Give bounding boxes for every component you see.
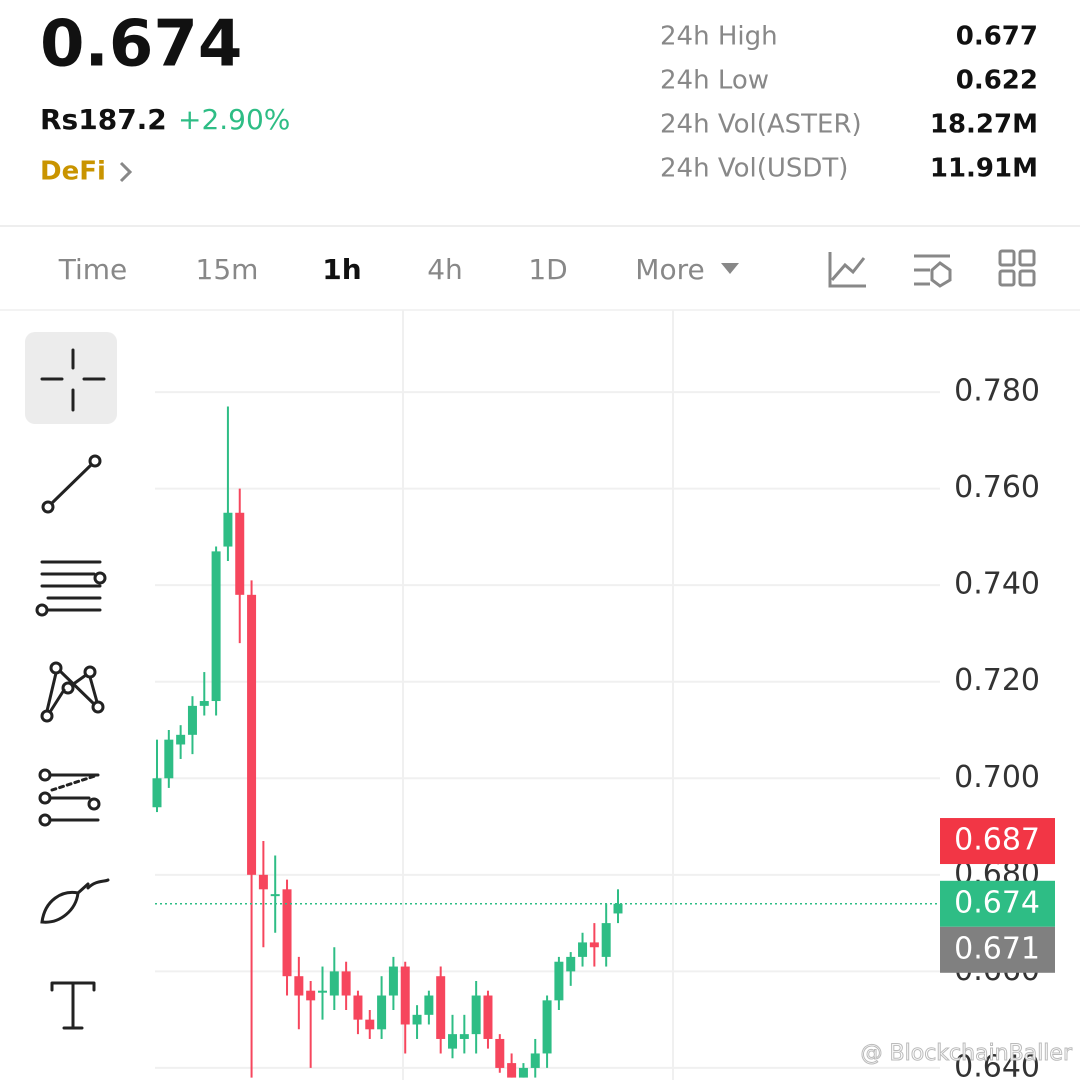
candle-body (152, 778, 162, 808)
tag[interactable]: DeFi (40, 157, 106, 187)
candle-body (282, 889, 292, 977)
candle-body (353, 995, 363, 1020)
tab[interactable]: 1h (322, 253, 361, 286)
candle-body (199, 701, 209, 706)
price-tag (940, 880, 1055, 927)
stat-value: 11.91M (930, 154, 1038, 184)
price-tag-label: 0.671 (954, 931, 1040, 966)
candle-body (578, 942, 588, 957)
candle-body (400, 966, 410, 1025)
candle-body (164, 739, 174, 779)
y-tick-label: 0.760 (954, 470, 1040, 505)
candle-body (566, 956, 576, 972)
candle-body (448, 1034, 458, 1049)
candle-body (341, 971, 351, 996)
fiat-price: Rs187.2 (40, 103, 167, 136)
price-tag-label: 0.674 (954, 885, 1040, 920)
candle-body (471, 995, 481, 1035)
price-tag (940, 818, 1055, 865)
y-tick-label: 0.720 (954, 663, 1040, 698)
candle-body (317, 990, 327, 993)
candle-body (187, 705, 197, 735)
tabs: Time 15m 1h 4h 1D More (58, 253, 705, 286)
candle-body (235, 512, 245, 595)
candle-body (412, 1014, 422, 1025)
chart: 0.6400.6600.6800.7000.7200.7400.7600.780… (152, 310, 1055, 1084)
candle-body (270, 894, 280, 897)
y-tick-label: 0.700 (954, 760, 1040, 795)
price-tag (940, 926, 1055, 973)
change: +2.90% (178, 103, 290, 136)
candle-body (294, 976, 304, 996)
y-tick-label: 0.640 (954, 1049, 1040, 1080)
candle-body (306, 990, 316, 1001)
candles (152, 406, 623, 1078)
stat-value: 0.622 (956, 66, 1038, 96)
candle-body (211, 551, 221, 702)
candle-body (518, 1067, 528, 1078)
price-tag-label: 0.687 (954, 823, 1040, 858)
candle-body (223, 512, 233, 547)
candle-body (542, 1000, 552, 1054)
candle-body (377, 995, 387, 1030)
candle-body (613, 903, 623, 914)
drawing-toolbar[interactable] (25, 332, 117, 1030)
candle-body (365, 1019, 375, 1030)
stat-value: 18.27M (930, 110, 1038, 140)
watermark: @ BlockchainBaller (861, 1041, 1073, 1066)
stat-label: 24h High (660, 22, 778, 52)
chevron[interactable] (119, 161, 133, 183)
tab[interactable]: More (635, 253, 704, 286)
candle-body (176, 734, 186, 745)
candle-body (554, 961, 564, 1001)
stat-value: 0.677 (956, 22, 1038, 52)
candle-body (589, 942, 599, 948)
candle-body (247, 594, 257, 875)
tab[interactable]: Time (58, 253, 128, 286)
stat-label: 24h Low (660, 66, 769, 96)
candle-body (424, 995, 434, 1015)
stats: 24h High 0.677 24h Low 0.622 24h Vol(ASTER) 1… (660, 22, 1038, 184)
more-arrow[interactable] (721, 263, 739, 274)
candle-body (329, 971, 339, 996)
last-price: 0.674 (40, 8, 242, 82)
stat-label: 24h Vol(ASTER) (660, 110, 862, 140)
tab[interactable]: 15m (196, 253, 259, 286)
tab[interactable]: 1D (528, 253, 567, 286)
candle-body (388, 966, 398, 996)
candle-body (483, 995, 493, 1039)
y-tick-label: 0.780 (954, 374, 1040, 409)
y-tick-label: 0.740 (954, 567, 1040, 602)
tab[interactable]: 4h (427, 253, 463, 286)
candle-body (601, 923, 611, 957)
candle-body (258, 874, 268, 890)
stat-label: 24h Vol(USDT) (660, 154, 848, 184)
candle-body (436, 976, 446, 1039)
candle-body (530, 1053, 540, 1068)
candle-body (507, 1063, 517, 1078)
candle-body (459, 1034, 469, 1039)
chart-tools[interactable] (828, 249, 1036, 288)
candle-body (495, 1038, 505, 1068)
